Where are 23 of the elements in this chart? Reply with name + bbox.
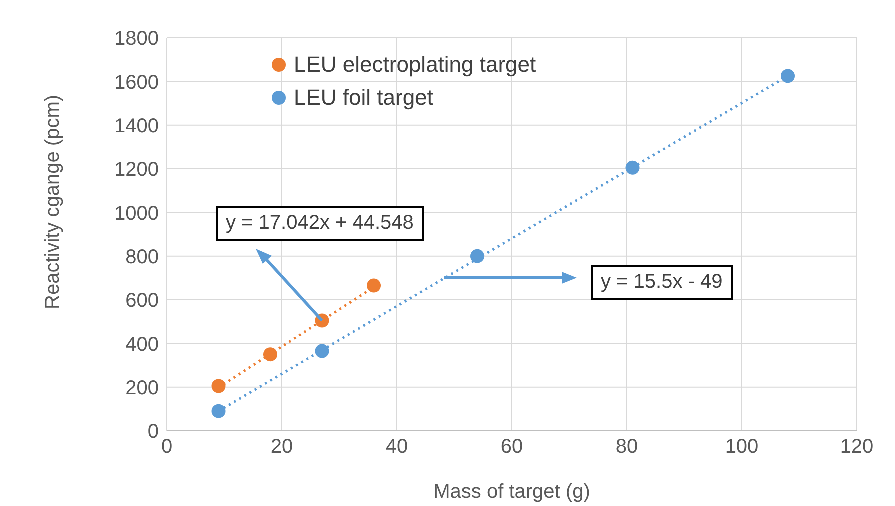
y-tick-label: 1600 (114, 72, 159, 94)
y-tick-label: 1200 (114, 159, 159, 182)
annotation: y = 15.5x - 49 (591, 265, 733, 300)
y-tick-label: 1800 (114, 28, 159, 50)
x-tick-label: 60 (500, 436, 524, 458)
x-tick-label: 100 (725, 436, 759, 458)
y-axis-title: Reactivity cgange (pcm) (42, 94, 64, 310)
y-tick-label: 200 (126, 377, 159, 400)
legend-label: LEU electroplating target (294, 51, 536, 79)
y-tick-label: 0 (148, 421, 159, 444)
x-tick-label: 40 (386, 436, 408, 458)
x-tick-label: 80 (616, 436, 638, 458)
x-tick-label: 120 (840, 436, 874, 458)
y-tick-label: 800 (126, 246, 159, 268)
x-tick-label: 20 (270, 436, 294, 458)
y-tick-label: 1000 (114, 202, 159, 225)
legend-label: LEU foil target (294, 84, 434, 112)
x-tick-label: 0 (161, 436, 173, 458)
y-tick-label: 1400 (114, 115, 159, 138)
y-tick-label: 400 (126, 334, 159, 356)
y-tick-label: 600 (126, 290, 159, 312)
annotation: y = 17.042x + 44.548 (216, 206, 424, 241)
x-axis-title: Mass of target (g) (434, 481, 590, 503)
